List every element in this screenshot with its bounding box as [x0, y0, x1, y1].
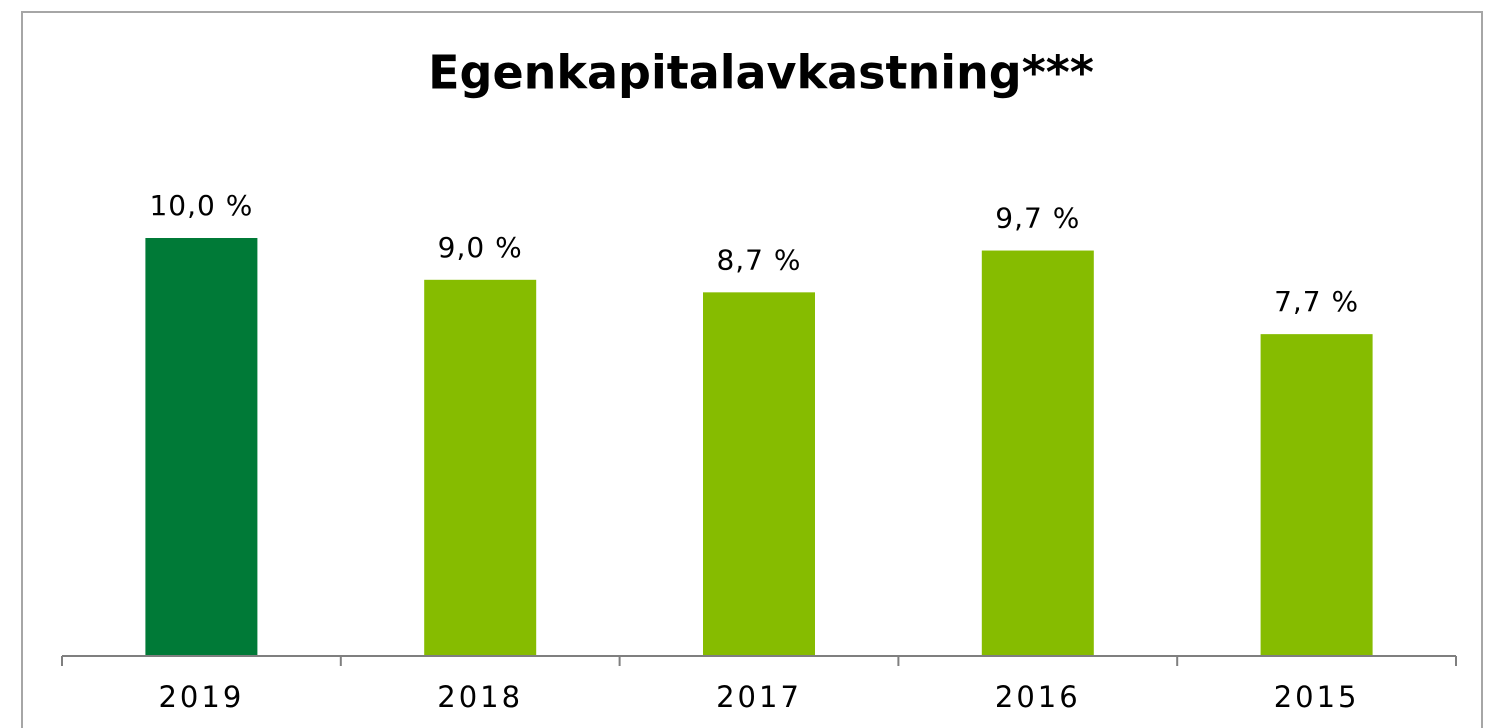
- bar: [1260, 334, 1373, 656]
- value-label: 7,7 %: [1274, 285, 1359, 318]
- bar: [703, 292, 815, 656]
- value-label: 10,0 %: [149, 189, 253, 222]
- x-tick-label: 2016: [995, 680, 1081, 714]
- x-tick-label: 2018: [437, 680, 523, 714]
- value-label: 9,7 %: [995, 202, 1080, 235]
- chart-frame: [21, 11, 1483, 728]
- chart-title: Egenkapitalavkastning***: [428, 46, 1094, 100]
- x-tick-label: 2019: [158, 680, 244, 714]
- bar: [424, 279, 537, 656]
- x-tick-label: 2015: [1274, 680, 1360, 714]
- bar: [145, 238, 258, 656]
- value-label: 9,0 %: [438, 231, 523, 264]
- x-tick-label: 2017: [716, 680, 802, 714]
- bar: [981, 250, 1094, 657]
- value-label: 8,7 %: [716, 243, 801, 276]
